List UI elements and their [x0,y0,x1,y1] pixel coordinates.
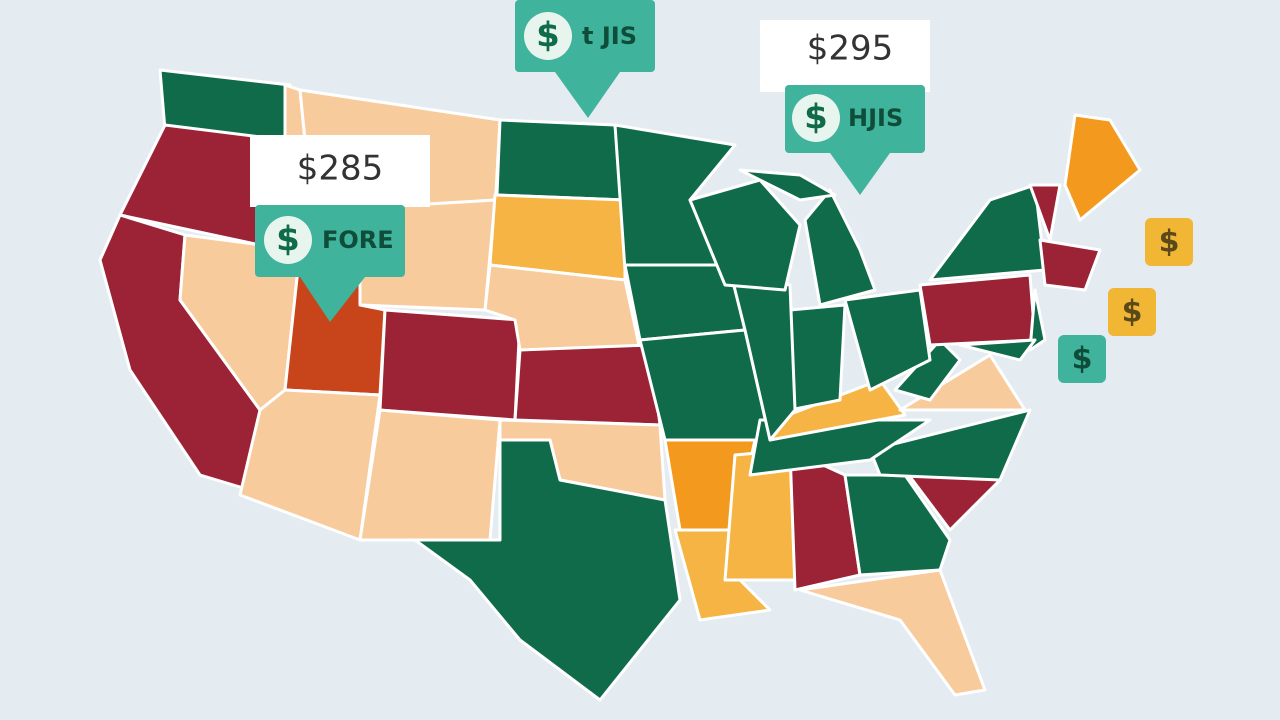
pointer [830,153,890,195]
state [1063,113,1142,222]
state [513,343,662,427]
price-box [250,135,430,207]
tile-icon: $ [1159,225,1180,260]
coin [524,12,572,60]
state [688,178,802,292]
tile [1145,218,1193,266]
coin [792,94,840,142]
badge-label: t JIS [582,22,637,50]
floating-tiles: $ $ $ [1058,218,1193,383]
state [918,273,1037,347]
callout-top: $ t JIS [515,0,655,118]
badge-label: HJIS [848,104,903,132]
state [928,183,1047,282]
state [803,188,877,307]
badge-label: FORE [322,226,394,254]
badge-icon: $ [536,16,560,56]
state [378,308,522,422]
tile [1108,288,1156,336]
callout-left: $285 $ FORE [250,135,430,322]
state [788,303,847,412]
state [788,448,862,592]
state [1028,288,1047,352]
pointer [555,72,620,118]
state [868,408,1032,482]
pointer [300,277,365,322]
price-box [760,20,930,92]
badge-icon: $ [804,98,828,138]
tile-icon: $ [1072,342,1093,377]
price: $295 [807,29,894,69]
price: $285 [297,149,384,189]
state [843,288,932,392]
tile [1058,335,1106,383]
state [1028,183,1062,242]
badge-icon: $ [276,220,300,260]
coin [264,216,312,264]
state [495,118,627,202]
state [413,438,682,702]
tile-icon: $ [1122,295,1143,330]
state [958,338,1037,362]
callout-right: $295 $ HJIS [760,20,930,195]
state [1038,238,1102,292]
state [673,528,772,622]
state [798,568,987,697]
state [238,388,382,542]
state [358,408,502,542]
state [738,168,837,202]
